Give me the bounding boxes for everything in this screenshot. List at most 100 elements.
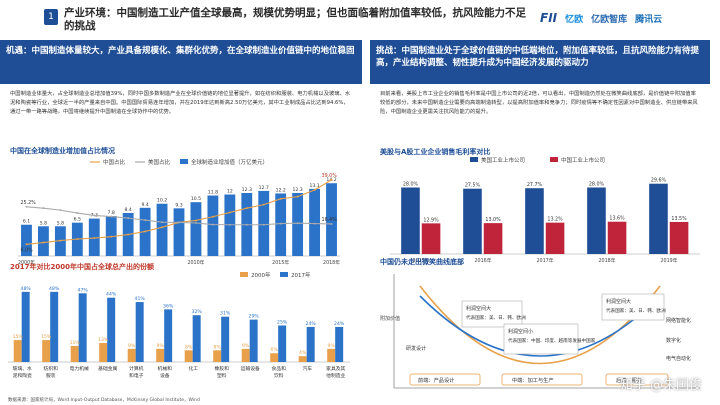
chart2-bar-2000 (127, 348, 136, 362)
chart1-svg: 中国占比美国占比全球制造业增加值（万亿美元）6.15.85.86.57.37.8… (18, 158, 340, 266)
chart2-bar-2017 (135, 302, 144, 362)
mid-box (503, 323, 579, 355)
left-header-box: 机遇：中国制造体量较大，产业具备规模化、集群化优势，在全球制造业价值链中的地位稳… (0, 40, 362, 84)
bottom-right-label: 后端：服务 (616, 376, 642, 384)
fii-logo: FII (540, 11, 558, 25)
chart1-bar (275, 193, 287, 256)
chart2-label-2017: 47% (78, 287, 89, 293)
chart1-bar (309, 188, 321, 256)
chart1-bar-label: 6.5 (74, 217, 81, 223)
left-body-text: 中国制造业体量大，占全球制造业总增加值39%，同时中国多数制造产业在全球价值链的… (10, 91, 351, 115)
partner-logos: FII 忆欧 亿欧智库 腾讯云 (540, 8, 662, 28)
chart1-us-point (178, 221, 180, 224)
chart1-us-point (110, 215, 113, 218)
chart1-bar-label: 11.8 (208, 190, 218, 196)
chart2-bar-2000 (298, 356, 307, 362)
chart1-bar-label: 12.3 (293, 187, 303, 193)
chart3-bar-cn (669, 221, 689, 254)
mid-sublabel: 代表国家：中国、印度、越南等发展中国家 (508, 337, 596, 344)
chart2-x-tick: 计算机和电子 (129, 365, 144, 379)
legend-cn-margin-label: 中国工业上市公司 (561, 156, 605, 164)
chart3-x-tick: 2015年 (412, 257, 429, 264)
top-left-sublabel: 代表国家：美、日、韩、欧洲 (466, 314, 526, 321)
chart2-label-2017: 41% (135, 296, 146, 302)
chart2-bar-2017 (78, 293, 87, 362)
chart1-bar-label: 10.5 (191, 196, 201, 202)
right-item-2: 数字化 (666, 337, 681, 344)
chart3-bar-cn (421, 223, 441, 254)
chart1-bar (326, 183, 337, 256)
chart1-bar-label: 5.8 (57, 220, 64, 226)
chart2-x-tick: 电力机械 (70, 365, 89, 372)
chart1-china-point (93, 237, 96, 240)
chart1-x-tick: 2015年 (272, 259, 289, 266)
chart2-label-2000: 15% (41, 334, 52, 340)
legend-us-margin-label: 美国工业上市公司 (481, 156, 525, 164)
chart2-bar-2000 (184, 350, 193, 362)
chart1-bar-label: 8.4 (125, 207, 132, 213)
chart2-x-tick: 基础金属 (98, 365, 117, 372)
section-number-badge: 1 (44, 9, 58, 25)
chart1-us-point (279, 222, 282, 225)
top-bar: 1 产业环境：中国制造工业产值全球最高，规模优势明显；但也面临着附加值率较低，抗… (0, 0, 720, 38)
chart1-bar-label: 10.2 (157, 198, 167, 204)
chart1-china-point (245, 207, 248, 210)
top-left-box (461, 300, 523, 328)
chart3-label-us: 27.7% (527, 182, 543, 188)
chart1-china-point (279, 197, 282, 200)
chart2-label-2017: 31% (220, 311, 231, 317)
chart2-x-tick: 机械和设备 (158, 365, 173, 379)
chart2-label-2000: 8% (214, 344, 222, 350)
chart1-china-point (144, 230, 147, 233)
chart4-title: 中国仍未走出微笑曲线底部 (380, 258, 464, 266)
chart1-bar-label: 9.4 (141, 202, 148, 208)
chart1-us-point (330, 222, 333, 225)
legend-global-swatch (180, 159, 188, 164)
chart3-x-tick: 2016年 (474, 257, 491, 264)
chart2-label-2000: 9% (328, 343, 336, 349)
chart2-x-tick: 家具及其他制造业 (326, 365, 345, 379)
chart2-x-tick: 汽车 (302, 365, 312, 372)
chart3-label-cn: 13.6% (609, 216, 625, 222)
chart3-bar-cn (545, 222, 565, 254)
chart1-us-point (228, 223, 231, 226)
bottom-right-box (605, 373, 669, 386)
chart1-china-point (194, 219, 197, 222)
chart1-china-start-label: 6.0% (20, 247, 33, 253)
chart2-label-2017: 32% (192, 309, 203, 315)
legend-2000-label: 2000年 (251, 271, 271, 279)
smile-curve-diagram: 附加价值 利润空间大 代表国家：美、日、韩、欧洲 利润空间大 代表国家：美、日、… (380, 274, 700, 389)
chart3-label-cn: 13.2% (547, 217, 563, 223)
chart1-bar (207, 195, 219, 256)
top-right-sublabel: 代表国家：美、日、韩、欧洲 (606, 307, 666, 314)
chart1-us-point (161, 221, 164, 224)
chart2-label-2000: 11% (70, 340, 81, 346)
chart2-label-2017: 36% (163, 303, 174, 309)
chart2-bar-2000 (327, 348, 336, 362)
chart2-title: 2017年对比2000年中国占全球总产出的份额 (10, 263, 154, 271)
chart2-bar-2000 (70, 345, 79, 362)
smile-curve-orange (419, 285, 661, 365)
chart3-label-cn: 13.0% (485, 217, 501, 223)
chart1-us-point (313, 222, 316, 225)
chart1-x-tick: 2018年 (323, 259, 340, 266)
chart1-china-point (211, 215, 214, 218)
chart2-bar-2017 (306, 326, 315, 362)
chart3-label-us: 28.0% (403, 182, 419, 188)
chart1-us-point (262, 223, 265, 226)
chart3-label-cn: 12.9% (423, 217, 439, 223)
chart2-bar-2000 (13, 340, 22, 362)
chart3-bar-cn (607, 221, 627, 254)
chart1-bar (190, 202, 202, 256)
chart3-svg: 美国工业上市公司 中国工业上市公司 28.0% 12.9% 2015年 27.5% 13.0… (390, 156, 700, 264)
legend-cn-margin-swatch (550, 157, 558, 162)
chart1-title: 中国在全球制造业增加值占比情况 (10, 147, 115, 155)
top-right-box (601, 293, 665, 321)
chart2-label-2000: 9% (242, 343, 250, 349)
chart2-label-2000: 15% (13, 334, 24, 340)
chart1-bar-label: 12 (227, 189, 233, 195)
chart2-label-2017: 44% (106, 292, 117, 298)
legend-2000-swatch (240, 272, 248, 277)
chart3-bar-cn (483, 223, 503, 254)
chart2-x-tick: 纺织和服装 (44, 365, 59, 379)
